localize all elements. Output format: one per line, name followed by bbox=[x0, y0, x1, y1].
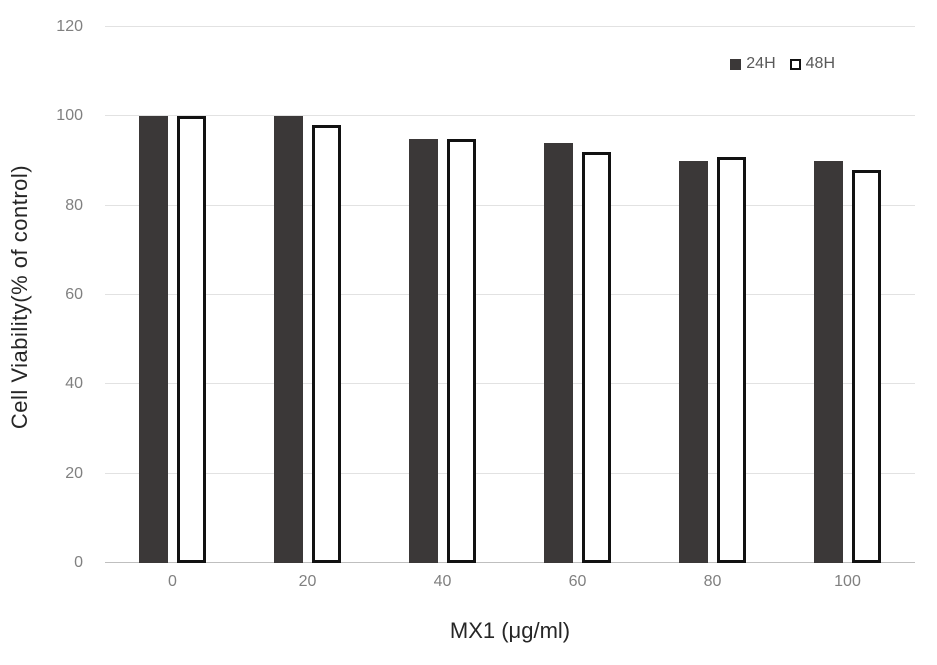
x-tick-label: 100 bbox=[834, 573, 861, 590]
bar-48h-20 bbox=[312, 125, 341, 563]
gridline bbox=[105, 294, 915, 295]
bar-group bbox=[510, 27, 645, 563]
gridline bbox=[105, 472, 915, 474]
x-tick-label: 80 bbox=[703, 573, 722, 590]
x-axis-baseline bbox=[105, 562, 915, 563]
y-tick-label: 0 bbox=[74, 554, 83, 571]
bar-48h-60 bbox=[582, 152, 611, 563]
plot-area bbox=[105, 26, 915, 563]
bar-24h-0 bbox=[139, 116, 168, 563]
bar-group bbox=[375, 27, 510, 563]
legend-label: 48H bbox=[805, 55, 835, 72]
bar-24h-40 bbox=[409, 138, 438, 563]
bar-24h-20 bbox=[274, 116, 303, 563]
y-tick-label: 20 bbox=[65, 464, 83, 482]
bar-group bbox=[240, 27, 375, 563]
y-axis-tick-labels: 0 20 40 60 80 100 120 bbox=[0, 18, 95, 571]
y-tick-label: 100 bbox=[56, 107, 83, 125]
legend-swatch-24h bbox=[730, 58, 742, 70]
y-tick-label: 60 bbox=[65, 286, 83, 303]
x-axis-tick-labels: 0 20 40 60 80 100 bbox=[105, 573, 915, 591]
y-tick-label: 80 bbox=[65, 196, 83, 214]
x-axis-title: MX1 (μg/ml) bbox=[449, 618, 571, 643]
legend-label: 24H bbox=[746, 55, 776, 72]
legend: 24H 48H bbox=[730, 55, 835, 73]
gridline bbox=[105, 26, 915, 27]
x-tick-label: 20 bbox=[298, 573, 317, 590]
x-tick-label: 60 bbox=[568, 573, 587, 590]
x-tick-label: 0 bbox=[168, 573, 177, 590]
bar-24h-100 bbox=[814, 161, 843, 563]
bar-groups bbox=[105, 27, 915, 563]
gridline bbox=[105, 115, 915, 117]
bar-48h-40 bbox=[447, 138, 476, 563]
bar-48h-100 bbox=[852, 169, 881, 563]
legend-swatch-48h bbox=[789, 58, 801, 70]
y-tick-label: 40 bbox=[65, 375, 83, 393]
legend-item-48h: 48H bbox=[789, 55, 835, 73]
y-tick-label: 120 bbox=[56, 18, 83, 35]
gridline bbox=[105, 204, 915, 206]
bar-48h-0 bbox=[177, 116, 206, 563]
bar-48h-80 bbox=[717, 156, 746, 563]
legend-item-24h: 24H bbox=[730, 55, 776, 73]
gridline bbox=[105, 383, 915, 385]
bar-group bbox=[645, 27, 780, 563]
x-tick-label: 40 bbox=[433, 573, 452, 590]
bar-24h-80 bbox=[679, 161, 708, 563]
bar-24h-60 bbox=[544, 143, 573, 563]
bar-group bbox=[780, 27, 915, 563]
bar-group bbox=[105, 27, 240, 563]
